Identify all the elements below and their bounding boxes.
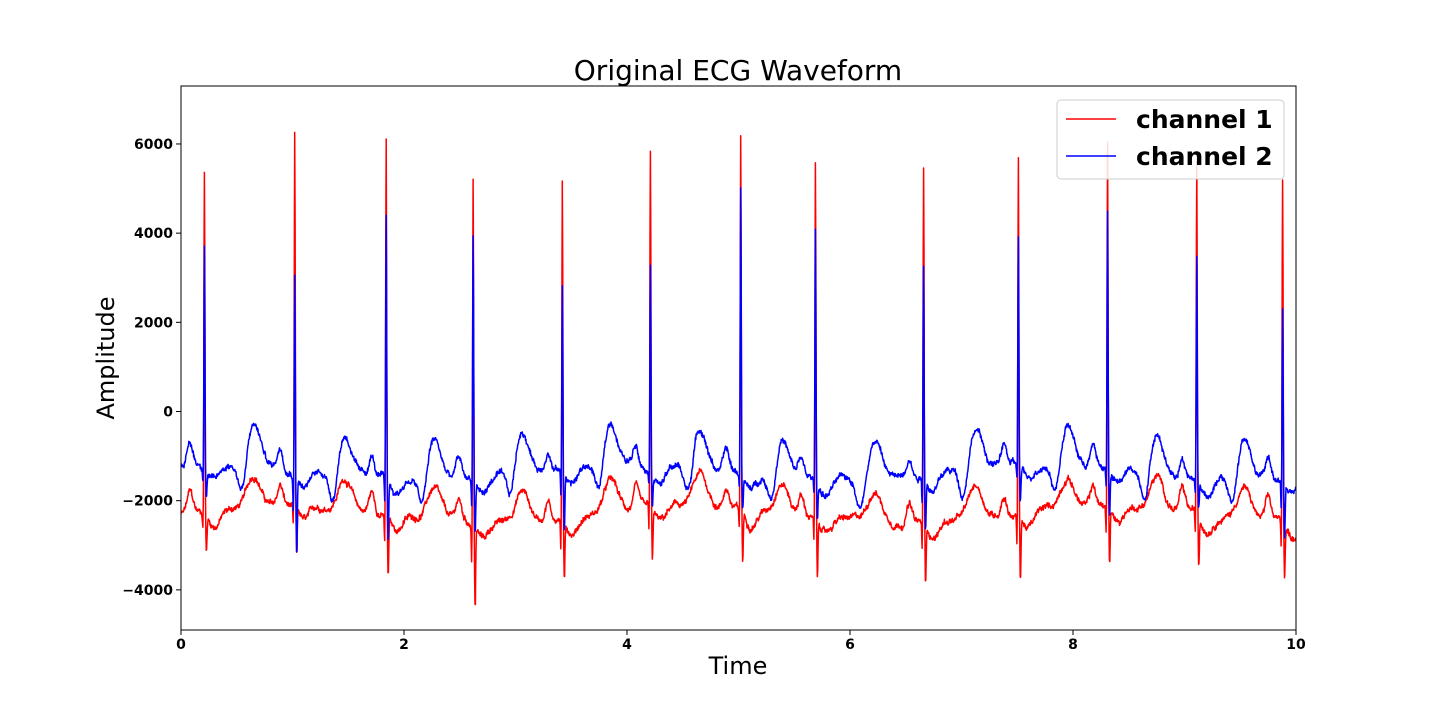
y-tick-label: 0 bbox=[163, 405, 173, 421]
x-axis: 0 2 4 6 8 10 bbox=[176, 630, 1306, 653]
y-tick-label: −2000 bbox=[122, 494, 173, 510]
legend-label-channel-1: channel 1 bbox=[1136, 105, 1273, 134]
legend-label-channel-2: channel 2 bbox=[1136, 142, 1273, 171]
series-line-channel-2 bbox=[181, 187, 1296, 553]
y-tick-label: −4000 bbox=[122, 583, 173, 599]
x-tick-label: 0 bbox=[176, 637, 186, 653]
y-axis: −4000 −2000 0 2000 4000 6000 bbox=[122, 137, 181, 599]
x-tick-label: 6 bbox=[845, 637, 855, 653]
chart-title: Original ECG Waveform bbox=[574, 54, 902, 87]
y-tick-label: 6000 bbox=[134, 137, 173, 153]
legend: channel 1 channel 2 bbox=[1056, 99, 1285, 180]
plot-frame bbox=[180, 85, 1297, 631]
y-axis-label: Amplitude bbox=[92, 297, 120, 420]
y-tick-label: 2000 bbox=[134, 315, 173, 331]
series-layer bbox=[181, 131, 1296, 606]
x-tick-label: 10 bbox=[1286, 637, 1306, 653]
x-tick-label: 8 bbox=[1068, 637, 1078, 653]
x-tick-label: 2 bbox=[399, 637, 409, 653]
x-tick-label: 4 bbox=[622, 637, 632, 653]
series-line-channel-1 bbox=[181, 131, 1296, 606]
x-axis-label: Time bbox=[708, 652, 768, 680]
y-tick-label: 4000 bbox=[134, 226, 173, 242]
